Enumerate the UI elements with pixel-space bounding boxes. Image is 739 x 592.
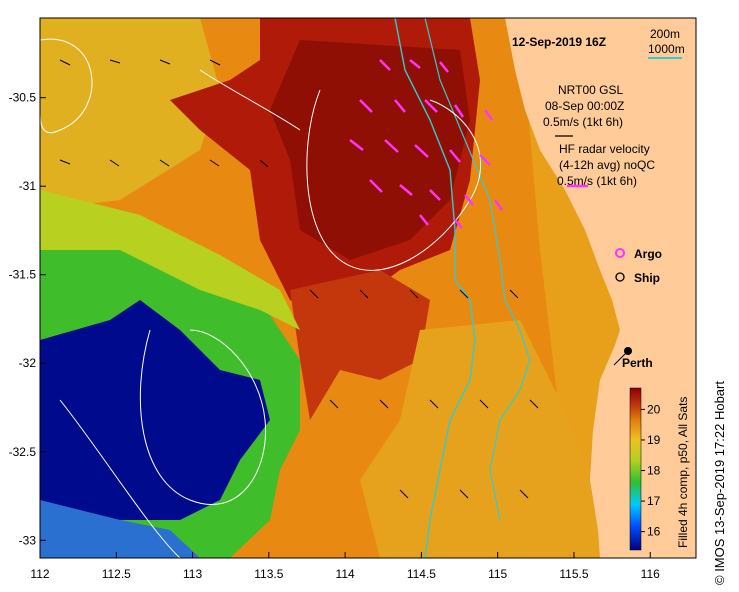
plot-frame	[39, 17, 697, 559]
x-tick-label: 113.5	[254, 567, 283, 581]
sst-yellow-green	[40, 190, 300, 330]
y-tick-label: -31.5	[9, 268, 37, 282]
wind-scale: 0.5m/s (1kt 6h)	[543, 115, 623, 129]
ssh-contour-1	[306, 89, 482, 271]
perth-label: Perth	[622, 356, 653, 370]
radar-title: HF radar velocity	[559, 142, 650, 156]
sst-yellow-nw	[40, 18, 220, 210]
wind-source: NRT00 GSL	[558, 83, 623, 97]
colorbar-ticks: 16 17 18 19 20	[641, 402, 661, 539]
ship-symbol-icon	[615, 272, 625, 282]
land-mass	[505, 18, 696, 558]
x-tick-label: 115.5	[559, 567, 588, 581]
legend-200m: 200m	[650, 27, 680, 41]
credit-text: © IMOS 13-Sep-2019 17:22 Hobart	[712, 381, 727, 585]
sst-map	[40, 18, 696, 558]
y-tick-label: -31	[19, 179, 37, 193]
y-tick-label: -32.5	[9, 445, 37, 459]
x-tick-label: 114.5	[407, 567, 436, 581]
map-title: 12-Sep-2019 16Z	[512, 35, 606, 49]
argo-label: Argo	[634, 247, 662, 261]
ssh-contour-2	[139, 329, 267, 506]
x-tick-label: 112	[30, 567, 49, 581]
colorbar-tick-label: 17	[647, 494, 661, 508]
x-tick-label: 115	[488, 567, 507, 581]
ship-label: Ship	[634, 271, 660, 285]
colorbar-tick-label: 18	[647, 464, 661, 478]
radar-scale: 0.5m/s (1kt 6h)	[557, 174, 637, 188]
hf-radar-arrows	[349, 59, 504, 229]
colorbar	[629, 387, 642, 551]
y-tick-label: -33	[19, 533, 37, 547]
y-tick-label: -30.5	[9, 91, 37, 105]
isobath-200m	[424, 18, 531, 521]
sst-cold-core	[40, 300, 270, 520]
ssh-contour-5	[199, 69, 301, 131]
colorbar-tick-label: 20	[647, 402, 661, 416]
argo-symbol-icon	[615, 248, 625, 258]
y-tick-label: -32	[19, 356, 37, 370]
x-tick-label: 112.5	[102, 567, 131, 581]
radar-subtitle: (4-12h avg) noQC	[559, 158, 655, 172]
x-tick-label: 116	[641, 567, 660, 581]
sst-cyan-edge	[40, 500, 200, 558]
legend-1000m: 1000m	[648, 42, 685, 56]
sst-red-tongue	[290, 270, 430, 420]
colorbar-tick-label: 16	[647, 525, 661, 539]
x-tick-label: 114	[336, 567, 355, 581]
wind-arrows	[59, 59, 539, 499]
ssh-contour-3	[59, 399, 181, 558]
wind-date: 08-Sep 00:00Z	[545, 99, 624, 113]
sst-inshore	[360, 320, 600, 558]
ssh-contour-4	[40, 38, 93, 133]
perth-leader	[613, 350, 629, 366]
colorbar-label: Filled 4h comp, p50, All Sats	[676, 397, 690, 548]
x-tick-label: 113	[183, 567, 202, 581]
colorbar-tick-label: 19	[647, 433, 661, 447]
sst-hot-core	[270, 40, 470, 260]
y-axis: -30.5 -31 -31.5 -32 -32.5 -33	[9, 91, 46, 547]
isobath-1000m	[394, 18, 476, 558]
x-axis: 112 112.5 113 113.5 114 114.5 115 115.5 116	[30, 552, 660, 581]
